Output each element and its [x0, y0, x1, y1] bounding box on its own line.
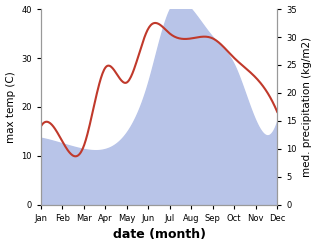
X-axis label: date (month): date (month) [113, 228, 205, 242]
Y-axis label: med. precipitation (kg/m2): med. precipitation (kg/m2) [302, 37, 313, 177]
Y-axis label: max temp (C): max temp (C) [5, 71, 16, 143]
